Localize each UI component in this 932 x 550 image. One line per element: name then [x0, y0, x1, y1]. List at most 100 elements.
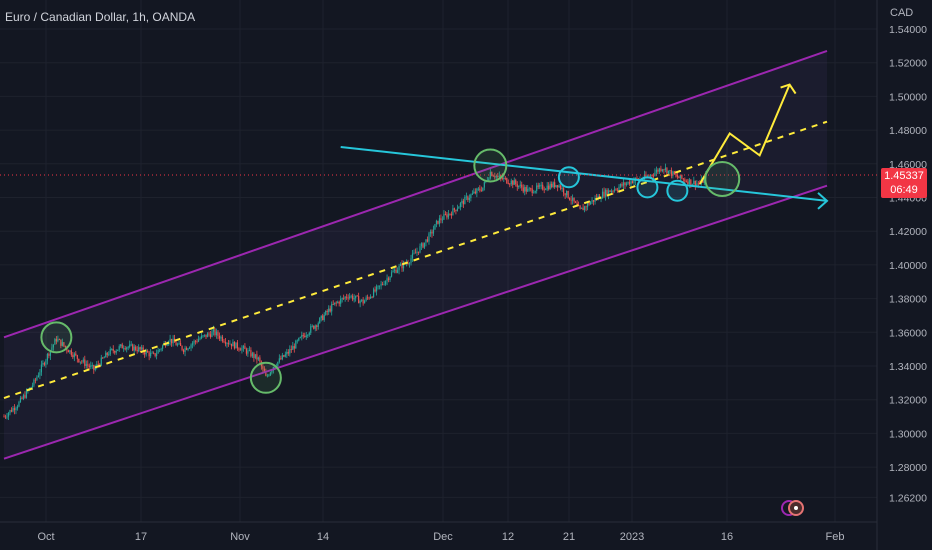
- candle-body: [233, 341, 236, 349]
- candle-body: [335, 302, 337, 304]
- candle-body: [200, 335, 203, 339]
- candle-body: [132, 344, 134, 351]
- candle-body: [537, 185, 539, 187]
- candle-body: [311, 325, 313, 327]
- candle-body: [138, 347, 140, 352]
- candle-body: [247, 350, 249, 354]
- candle-body: [525, 187, 527, 192]
- candle-body: [383, 284, 385, 286]
- candle-body: [4, 416, 7, 418]
- candle-body: [570, 199, 572, 201]
- candle-body: [612, 190, 614, 192]
- candle-body: [657, 169, 659, 172]
- candle-body: [358, 296, 360, 304]
- candle-body: [352, 295, 354, 300]
- candle-body: [371, 296, 373, 298]
- candle-body: [585, 206, 587, 208]
- x-axis: Oct 17 Nov 14 Dec 12 21 2023 16 Feb: [37, 531, 844, 543]
- channel-lower-line: [3, 184, 828, 460]
- candle-body: [159, 349, 161, 351]
- candle-body: [539, 185, 541, 187]
- candle-body: [558, 185, 560, 188]
- candle-body: [141, 347, 143, 350]
- candle-body: [548, 185, 550, 190]
- candle-body: [307, 334, 309, 336]
- candle-body: [603, 191, 605, 197]
- candle-body: [72, 355, 74, 358]
- candle-body: [489, 172, 491, 179]
- candle-body: [377, 285, 379, 287]
- candle-body: [85, 364, 87, 366]
- candle-body: [631, 181, 634, 184]
- candle-body: [395, 269, 397, 273]
- candle-body: [362, 299, 364, 304]
- candle-body: [109, 349, 111, 355]
- candle-body: [491, 172, 493, 176]
- candle-body: [619, 183, 622, 187]
- countdown: 06:49: [890, 184, 918, 196]
- candle-body: [515, 180, 517, 185]
- candle-body: [573, 197, 575, 202]
- candle-body: [319, 317, 321, 324]
- candle-body: [19, 397, 22, 402]
- candle-body: [664, 167, 666, 171]
- events-icon-dot: [794, 506, 798, 510]
- candle-body: [34, 379, 37, 381]
- candle-body: [257, 357, 259, 360]
- chart-grid: [0, 0, 878, 550]
- y-tick-label: 1.50000: [889, 91, 927, 103]
- candle-body: [455, 209, 457, 211]
- candle-body: [157, 350, 159, 354]
- candle-body: [432, 229, 435, 234]
- candle-body: [384, 281, 387, 285]
- y-tick-label: 1.30000: [889, 428, 927, 440]
- candle-body: [422, 243, 424, 248]
- candle-body: [365, 297, 367, 301]
- candle-body: [313, 325, 315, 329]
- current-price: 1.45337: [884, 170, 924, 182]
- drawings: [0, 49, 877, 460]
- candle-body: [188, 347, 191, 349]
- candle-body: [474, 191, 476, 194]
- candle-body: [235, 342, 237, 349]
- candle-body: [470, 194, 472, 199]
- candle-body: [43, 362, 46, 365]
- candle-body: [566, 190, 568, 196]
- candle-body: [251, 353, 253, 357]
- candle-body: [268, 375, 270, 377]
- candle-body: [18, 401, 20, 407]
- candle-body: [153, 352, 155, 354]
- x-tick-label: 17: [135, 531, 147, 543]
- candle-body: [413, 252, 415, 254]
- candle-body: [191, 343, 194, 345]
- candle-body: [549, 183, 551, 190]
- candle-body: [627, 181, 629, 184]
- candle-body: [290, 349, 292, 350]
- candle-body: [238, 348, 240, 350]
- candle-body: [341, 297, 343, 299]
- candle-body: [136, 349, 138, 352]
- candle-body: [618, 186, 620, 190]
- trendline: [340, 145, 828, 202]
- candle-body: [296, 340, 298, 342]
- candle-body: [298, 337, 300, 341]
- y-tick-label: 1.26200: [889, 492, 927, 504]
- candle-body: [346, 296, 348, 298]
- candle-body: [301, 335, 303, 338]
- candle-body: [531, 188, 533, 194]
- symbol-title: Euro / Canadian Dollar, 1h, OANDA: [5, 10, 196, 24]
- candle-body: [154, 353, 156, 356]
- candle-body: [462, 200, 464, 205]
- candle-body: [449, 213, 451, 215]
- candle-body: [416, 251, 418, 254]
- x-tick-label: 14: [317, 531, 329, 543]
- candle-body: [193, 340, 195, 344]
- candle-body: [410, 258, 412, 264]
- candle-body: [293, 346, 295, 349]
- candle-body: [572, 197, 574, 201]
- candle-body: [114, 351, 116, 353]
- candle-body: [658, 168, 661, 172]
- trendline-arrowhead: [817, 192, 829, 210]
- candle-body: [133, 346, 135, 351]
